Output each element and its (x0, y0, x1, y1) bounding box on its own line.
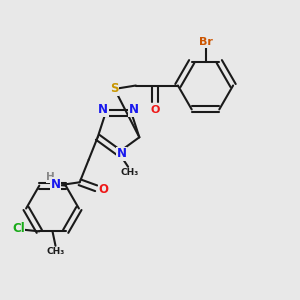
Text: Br: Br (199, 37, 212, 47)
Text: N: N (51, 178, 61, 191)
Text: Cl: Cl (12, 223, 25, 236)
Text: N: N (98, 103, 108, 116)
Text: N: N (129, 103, 139, 116)
Text: CH₃: CH₃ (121, 168, 139, 177)
Text: CH₃: CH₃ (46, 247, 64, 256)
Text: N: N (116, 147, 127, 161)
Text: S: S (110, 82, 118, 95)
Text: O: O (151, 105, 160, 116)
Text: O: O (99, 183, 109, 196)
Text: H: H (46, 172, 55, 182)
